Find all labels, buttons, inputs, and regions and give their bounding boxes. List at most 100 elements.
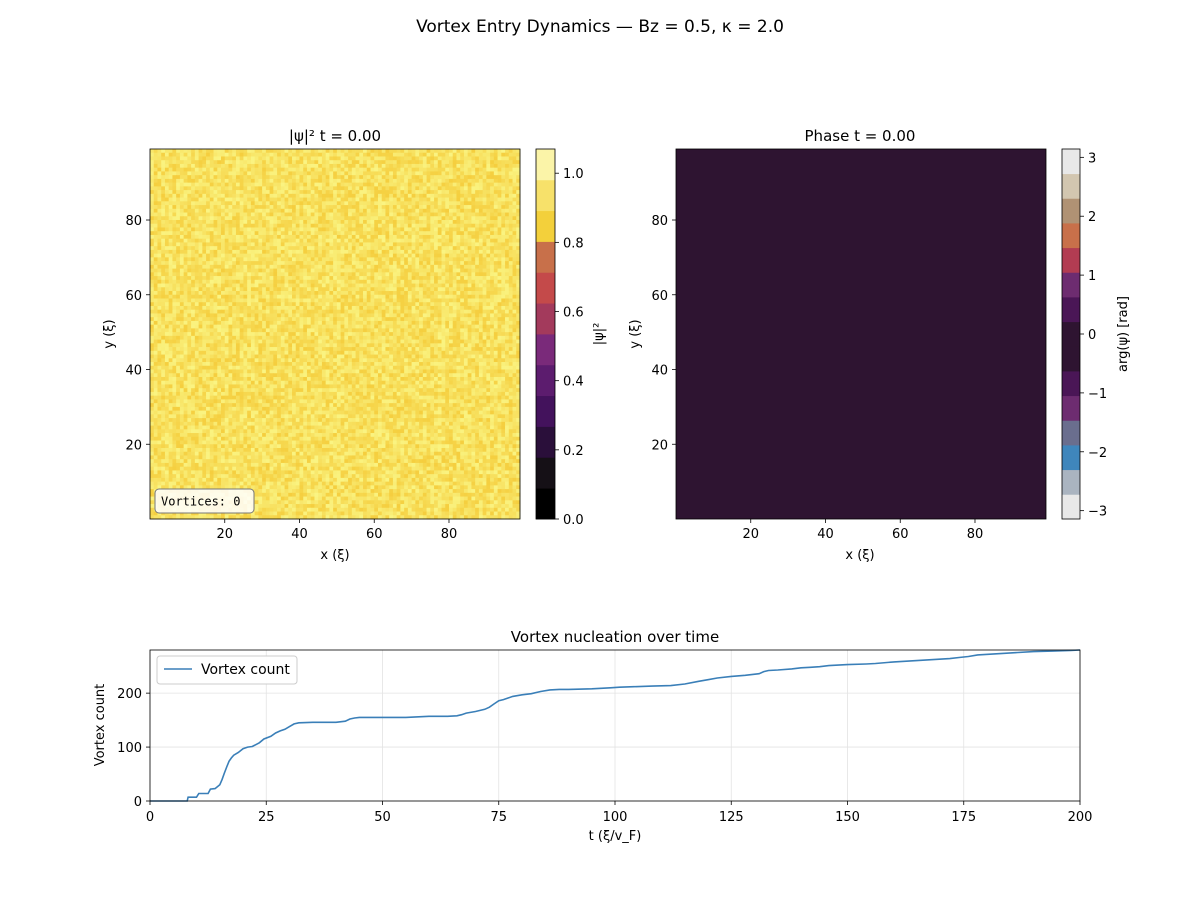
phase-colorbar-tick-label: 1: [1088, 269, 1096, 284]
density-colorbar-band: [536, 364, 555, 397]
vortex-count-text: Vortices: 0: [161, 495, 240, 509]
density-x-tick-label: 20: [216, 527, 233, 542]
density-colorbar-band: [536, 210, 555, 242]
density-colorbar-tick-label: 0.2: [563, 444, 584, 459]
phase-x-ticks: 20 40 60 80: [742, 519, 983, 542]
density-colorbar-tick-label: 1.0: [563, 167, 584, 182]
phase-y-tick-label: 80: [651, 214, 668, 229]
nucleation-x-tick-label: 75: [490, 810, 507, 825]
phase-y-ticks: 20 40 60 80: [651, 214, 676, 453]
density-colorbar-tick-label: 0.6: [563, 306, 584, 321]
phase-y-tick-label: 60: [651, 289, 668, 304]
phase-colorbar-tick-label: −2: [1088, 446, 1107, 461]
density-y-tick-label: 80: [125, 214, 142, 229]
density-colorbar-ticks: 0.0 0.2 0.4 0.6 0.8 1.0: [555, 167, 584, 528]
nucleation-y-tick-label: 0: [134, 795, 142, 810]
density-colorbar-frame: [535, 148, 556, 520]
nucleation-legend: Vortex count: [156, 655, 298, 685]
density-y-tick-label: 60: [125, 289, 142, 304]
legend-label: Vortex count: [201, 662, 290, 678]
phase-colorbar: −3 −2 −1 0 1 2 3 arg(ψ) [rad]: [1061, 148, 1131, 520]
density-colorbar-band: [536, 241, 555, 273]
density-x-tick-label: 40: [291, 527, 308, 542]
nucleation-title: Vortex nucleation over time: [511, 628, 719, 646]
nucleation-y-ticks: 0 100 200: [117, 687, 150, 810]
density-x-ticks: 20 40 60 80: [216, 519, 457, 542]
nucleation-y-tick-label: 100: [117, 741, 142, 756]
phase-x-tick-label: 60: [892, 527, 909, 542]
phase-colorbar-band: [1062, 371, 1080, 397]
density-x-tick-label: 60: [366, 527, 383, 542]
density-colorbar-band: [536, 395, 555, 427]
phase-colorbar-label: arg(ψ) [rad]: [1116, 296, 1131, 372]
legend-box: [156, 655, 298, 685]
figure-suptitle: Vortex Entry Dynamics — Bz = 0.5, κ = 2.…: [416, 17, 784, 37]
nucleation-x-tick-label: 0: [146, 810, 154, 825]
phase-x-tick-label: 20: [742, 527, 759, 542]
density-colorbar-band: [536, 488, 555, 520]
phase-heatmap: [676, 149, 1046, 519]
phase-xlabel: x (ξ): [845, 548, 874, 563]
phase-title: Phase t = 0.00: [805, 127, 916, 145]
density-y-tick-label: 20: [125, 438, 142, 453]
phase-colorbar-tick-label: 2: [1088, 210, 1096, 225]
phase-colorbar-band: [1062, 494, 1080, 520]
nucleation-y-tick-label: 200: [117, 687, 142, 702]
phase-colorbar-band: [1062, 445, 1080, 471]
density-ylabel: y (ξ): [102, 319, 117, 348]
phase-colorbar-band: [1062, 198, 1080, 224]
phase-colorbar-band: [1062, 346, 1080, 372]
nucleation-x-tick-label: 125: [719, 810, 744, 825]
density-colorbar-band: [536, 426, 555, 458]
density-y-ticks: 20 40 60 80: [125, 214, 150, 453]
phase-colorbar-band: [1062, 297, 1080, 323]
density-frame: [149, 148, 521, 520]
nucleation-x-tick-label: 200: [1068, 810, 1093, 825]
density-xlabel: x (ξ): [320, 548, 349, 563]
phase-colorbar-band: [1062, 420, 1080, 446]
density-colorbar-label: |ψ|²: [592, 323, 607, 346]
density-heatmap: [150, 149, 521, 520]
nucleation-x-tick-label: 100: [603, 810, 628, 825]
nucleation-x-ticks: 0 25 50 75 100 125 150 175 200: [146, 801, 1093, 825]
density-panel: |ψ|² t = 0.00 20 40 60 80 20 40 60 80 x (ξ) y …: [102, 127, 607, 563]
nucleation-x-tick-label: 150: [835, 810, 860, 825]
phase-colorbar-band: [1062, 272, 1080, 298]
density-colorbar-band: [536, 179, 555, 212]
phase-colorbar-band: [1062, 469, 1080, 495]
density-title: |ψ|² t = 0.00: [289, 127, 381, 145]
vortex-count-badge-box: [154, 488, 255, 514]
vortex-count-badge: Vortices: 0: [154, 488, 255, 514]
density-colorbar-tick-label: 0.8: [563, 236, 584, 251]
density-y-tick-label: 40: [125, 364, 142, 379]
phase-colorbar-band: [1062, 173, 1080, 199]
nucleation-xlabel: t (ξ/v_F): [589, 829, 642, 844]
phase-colorbar-band: [1062, 149, 1080, 175]
density-colorbar-band: [536, 149, 555, 181]
phase-colorbar-ticks: −3 −2 −1 0 1 2 3: [1080, 151, 1107, 520]
phase-colorbar-tick-label: −1: [1088, 387, 1107, 402]
nucleation-ylabel: Vortex count: [93, 684, 108, 767]
phase-colorbar-band: [1062, 395, 1080, 421]
density-x-tick-label: 80: [441, 527, 458, 542]
nucleation-x-tick-label: 50: [374, 810, 391, 825]
density-colorbar-bands: [536, 149, 555, 520]
phase-colorbar-tick-label: −3: [1088, 505, 1107, 520]
phase-colorbar-tick-label: 3: [1088, 151, 1096, 166]
phase-colorbar-band: [1062, 247, 1080, 273]
density-colorbar-band: [536, 272, 555, 304]
phase-colorbar-band: [1062, 321, 1080, 347]
density-colorbar-tick-label: 0.0: [563, 513, 584, 528]
phase-x-tick-label: 40: [817, 527, 834, 542]
density-colorbar-band: [536, 303, 555, 335]
phase-y-tick-label: 20: [651, 438, 668, 453]
phase-y-tick-label: 40: [651, 364, 668, 379]
nucleation-panel: Vortex nucleation over time 0 25 50 75 100 12…: [93, 628, 1092, 844]
phase-colorbar-band: [1062, 223, 1080, 249]
density-colorbar-band: [536, 457, 555, 489]
phase-x-tick-label: 80: [967, 527, 984, 542]
density-colorbar-band: [536, 334, 555, 366]
nucleation-x-tick-label: 175: [951, 810, 976, 825]
